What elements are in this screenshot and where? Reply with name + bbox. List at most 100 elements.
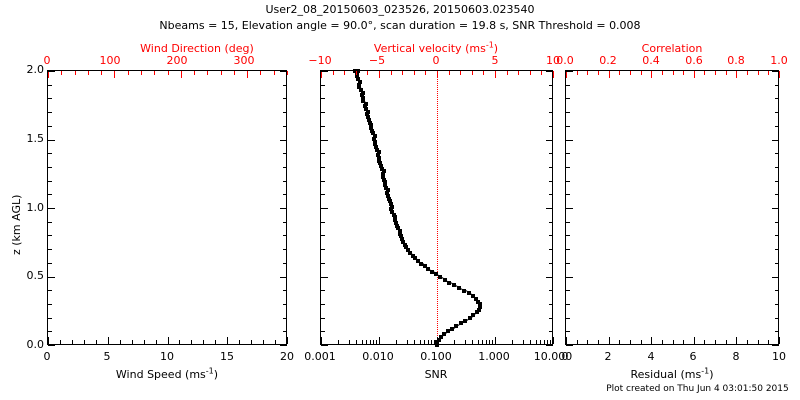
axis-tick (758, 340, 759, 344)
axis-tick (566, 98, 570, 99)
axis-tick (239, 340, 240, 344)
axis-tick (280, 208, 287, 209)
axis-tick (747, 71, 748, 75)
data-point-marker (375, 147, 380, 152)
axis-tick (768, 71, 769, 75)
axis-tick (48, 208, 55, 209)
data-point-marker (461, 288, 466, 293)
axis-tick (283, 318, 287, 319)
axis-tick (263, 340, 264, 344)
axis-tick (549, 112, 553, 113)
data-point-marker (369, 123, 374, 128)
data-point-marker (433, 272, 438, 277)
axis-tick (48, 181, 52, 182)
axis-tick (577, 71, 578, 75)
data-point-marker (367, 120, 372, 125)
axis-tick (546, 71, 553, 72)
axis-tick (283, 153, 287, 154)
axis-tick (283, 249, 287, 250)
axis-tick (283, 304, 287, 305)
axis-tick (566, 71, 567, 78)
axis-tick (641, 340, 642, 344)
axis-tick (549, 331, 553, 332)
axis-tick (84, 340, 85, 344)
axis-tick (772, 208, 779, 209)
data-point-marker (395, 226, 400, 231)
axis-tick (61, 71, 62, 75)
axis-tick (221, 71, 222, 75)
axis-tick (775, 85, 779, 86)
axis-tick (194, 71, 195, 75)
axis-tick (48, 290, 52, 291)
axis-tick (280, 345, 287, 346)
axis-tick (775, 222, 779, 223)
axis-tick (775, 318, 779, 319)
axis-tick (48, 140, 55, 141)
data-point-marker (366, 117, 371, 122)
axis-tick (437, 71, 438, 78)
panel-snr-vertical-velocity[interactable] (320, 69, 554, 347)
axis-tick (549, 222, 553, 223)
data-point-marker (439, 334, 444, 339)
axis-tick (321, 222, 325, 223)
data-point-marker (360, 96, 365, 101)
axis-tick (321, 181, 325, 182)
axis-tick (566, 167, 570, 168)
panel-residual-top-tick-4: 0.8 (727, 54, 745, 67)
zero-reference-line (437, 71, 438, 346)
axis-tick (321, 290, 325, 291)
data-point-marker (457, 286, 462, 290)
axis-tick (179, 340, 180, 344)
axis-tick (414, 340, 415, 344)
axis-tick (726, 71, 727, 75)
axis-tick (540, 340, 541, 344)
axis-tick (662, 340, 663, 344)
axis-tick (402, 71, 403, 75)
axis-tick (619, 340, 620, 344)
panel-wind-speed-direction[interactable] (47, 70, 288, 346)
axis-tick (609, 71, 610, 78)
axis-tick (425, 71, 426, 75)
axis-tick (251, 340, 252, 344)
axis-tick (275, 340, 276, 344)
axis-tick (651, 71, 652, 78)
axis-tick (283, 290, 287, 291)
axis-tick (420, 340, 421, 344)
axis-tick (715, 71, 716, 75)
data-point-marker (368, 125, 373, 130)
data-point-marker (400, 237, 405, 242)
data-point-marker (377, 161, 382, 166)
axis-tick (566, 85, 570, 86)
axis-tick (283, 235, 287, 236)
data-point-marker (364, 112, 369, 117)
axis-tick (726, 340, 727, 344)
axis-tick (48, 249, 52, 250)
axis-tick (489, 340, 490, 344)
panel-snr-bottom-tick-3: 1.000 (478, 350, 510, 363)
axis-tick (566, 71, 573, 72)
panel-residual-top-tick-5: 1.0 (770, 54, 788, 67)
axis-tick (553, 337, 554, 344)
axis-tick (546, 277, 553, 278)
axis-tick (321, 71, 328, 72)
data-point-marker (377, 150, 381, 155)
axis-tick (530, 340, 531, 344)
axis-tick (321, 71, 322, 78)
axis-tick (154, 71, 155, 75)
data-point-marker (359, 93, 364, 98)
axis-tick (566, 140, 573, 141)
data-point-marker (452, 283, 457, 288)
axis-tick (114, 71, 115, 78)
panel-residual-correlation[interactable] (565, 70, 780, 346)
axis-tick (630, 340, 631, 344)
axis-tick (549, 85, 553, 86)
axis-tick (566, 304, 570, 305)
data-point-marker (382, 180, 387, 185)
panel-wind-bottom-tick-0: 0 (43, 350, 51, 363)
data-point-marker (363, 106, 368, 111)
axis-tick (321, 345, 328, 346)
axis-tick (673, 71, 674, 75)
data-point-marker (476, 299, 481, 304)
data-point-marker (393, 218, 398, 223)
axis-tick (775, 194, 779, 195)
